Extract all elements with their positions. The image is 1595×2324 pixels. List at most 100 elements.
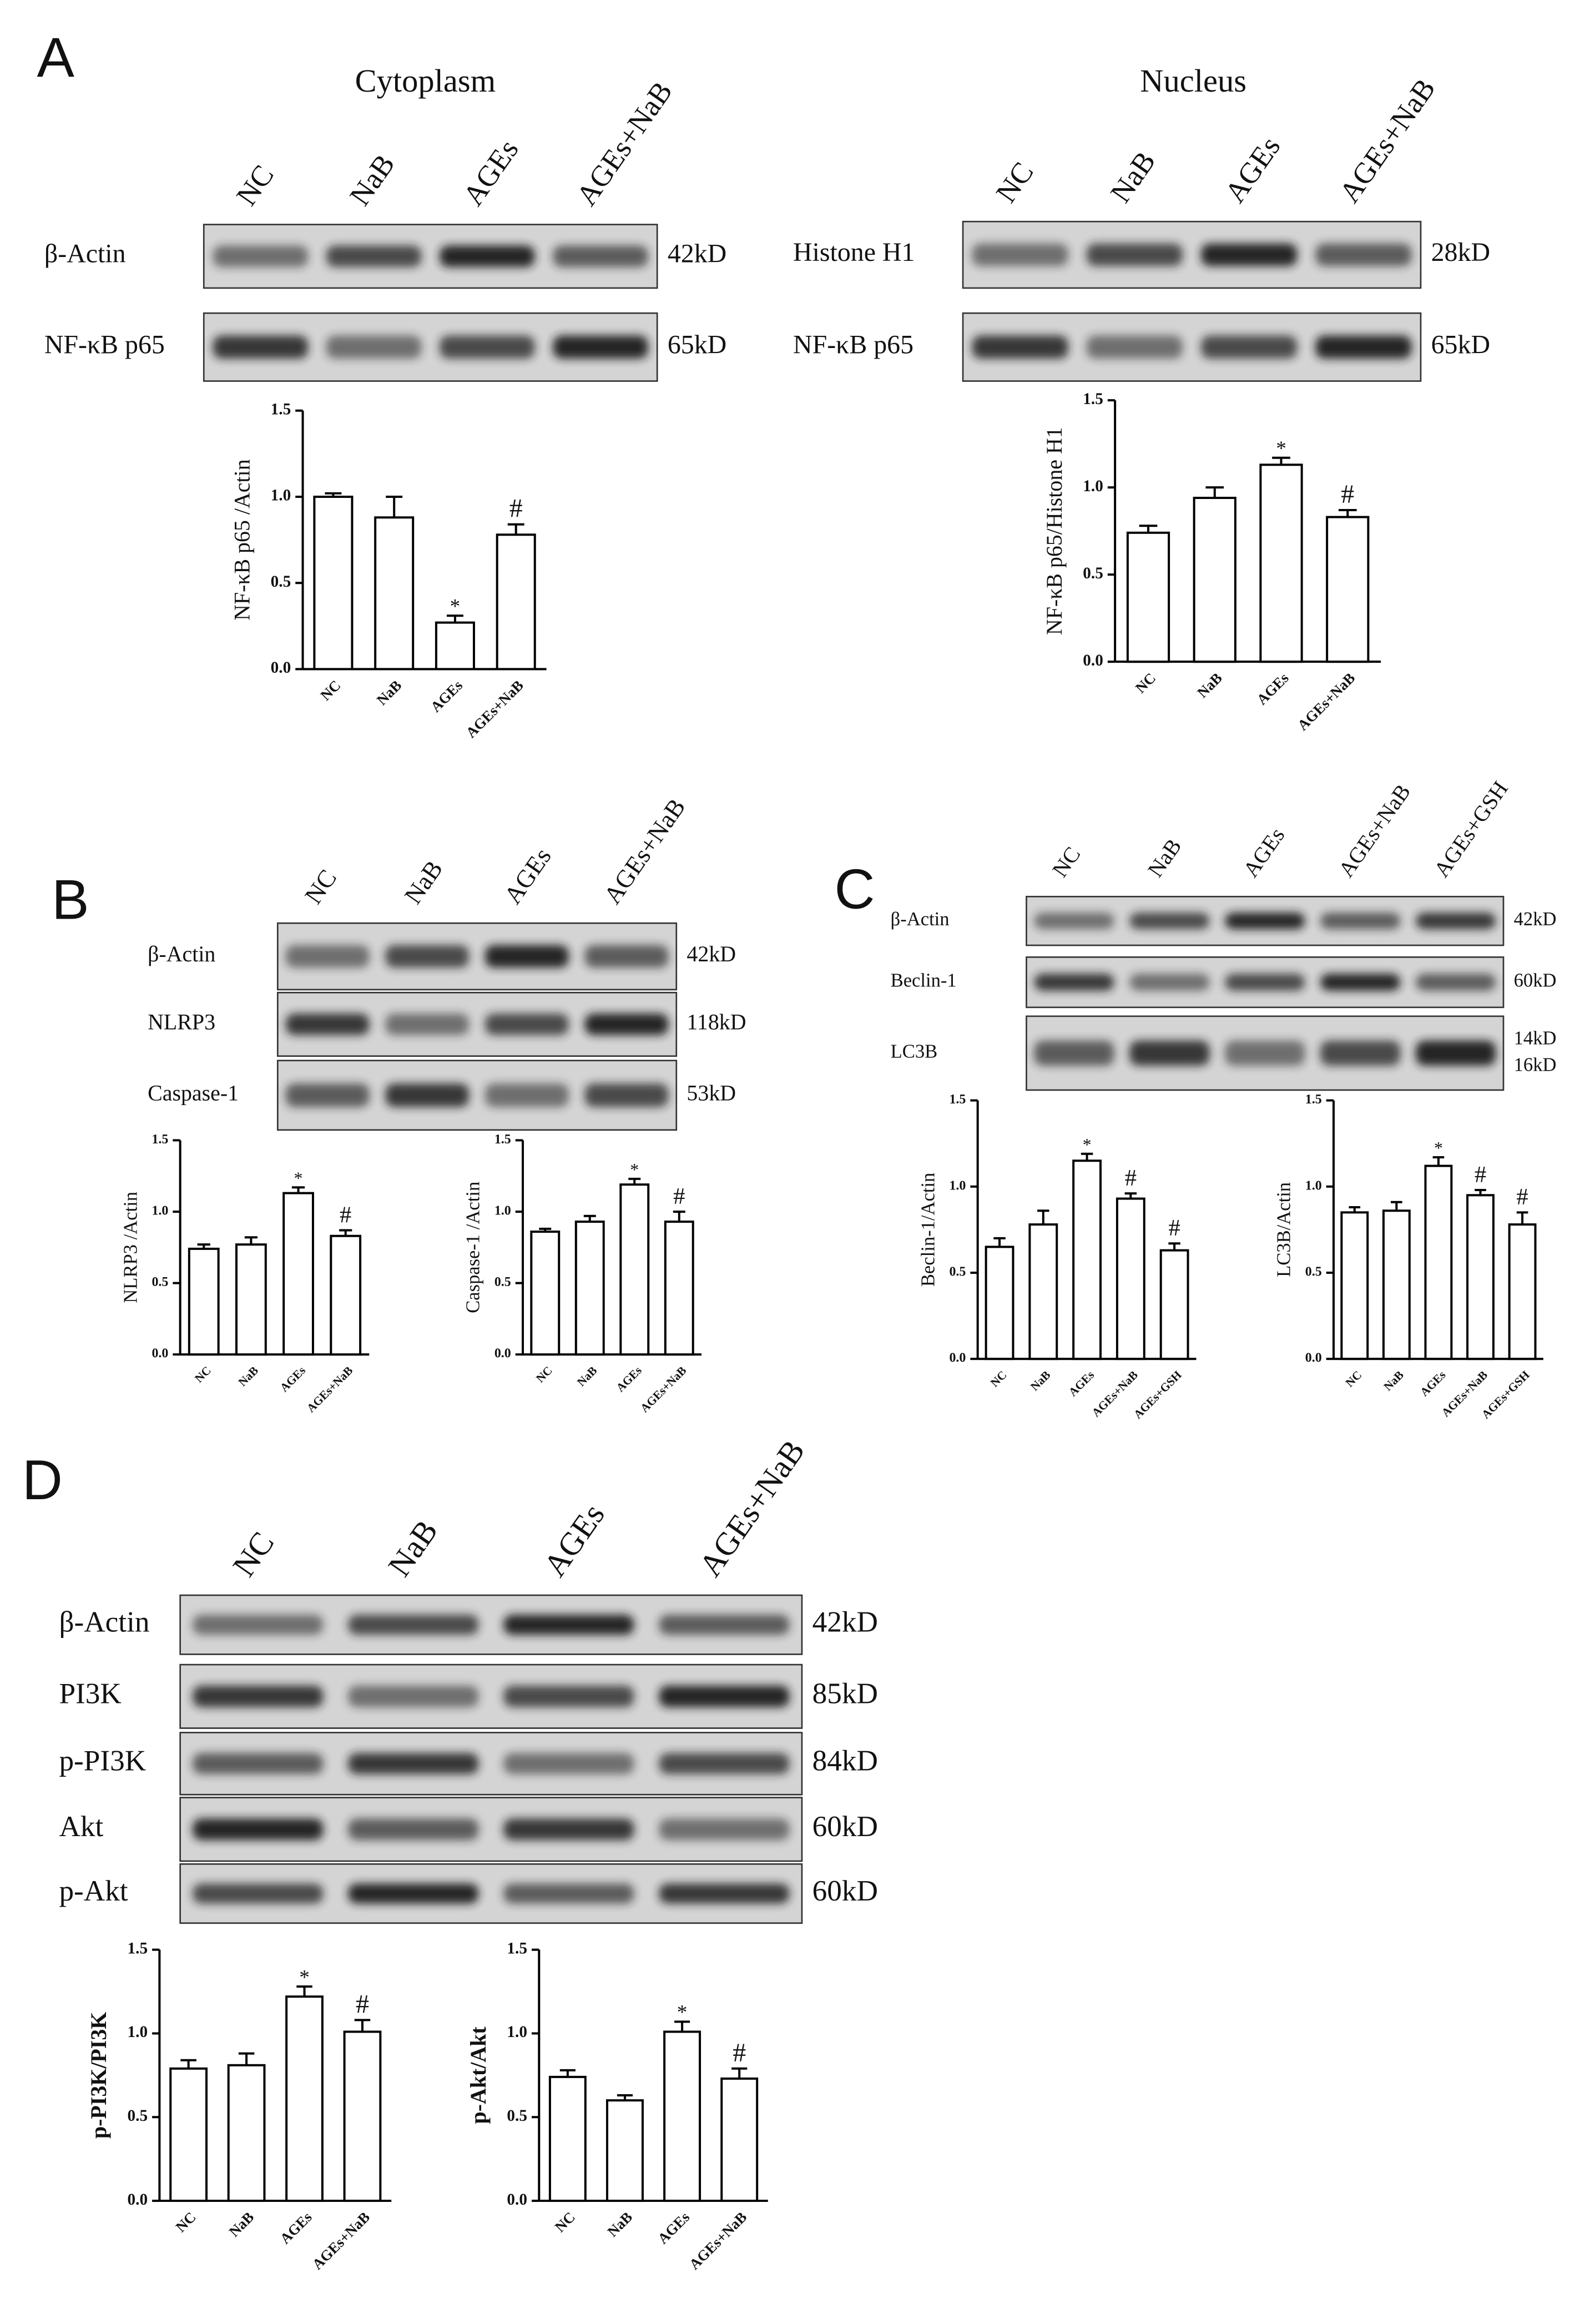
error-bar [583,1214,596,1222]
y-axis-label: p-Akt/Akt [466,2026,491,2124]
lane-label: NaB [1104,145,1162,209]
significance-mark: # [509,494,523,523]
bar [282,1192,314,1356]
y-tick-label: 1.0 [128,2023,148,2041]
size-label: 65kD [668,330,726,359]
x-tick-label: NC [172,2209,199,2235]
bar [574,1221,605,1356]
significance-mark: # [1168,1215,1180,1241]
band [553,245,648,268]
x-tick-label: NaB [1028,1368,1053,1393]
size-label: 60kD [812,1810,878,1843]
error-bar [507,523,524,535]
error-bar [673,1211,685,1222]
error-bar [1432,1156,1445,1166]
row-label: PI3K [59,1677,121,1710]
x-tick-label: NaB [1194,669,1225,701]
y-axis-label: LC3B/Actin [1274,1182,1295,1277]
y-tick-label: 0.0 [949,1351,966,1365]
bar [1072,1160,1102,1360]
y-tick-label: 1.5 [1083,390,1103,408]
row-label: β-Actin [891,909,950,930]
error-bar [1338,508,1357,517]
x-tick-label: NC [533,1364,555,1385]
row-label: Beclin-1 [891,970,957,991]
significance-mark: * [294,1168,303,1188]
y-tick-label: 0.0 [128,2191,148,2209]
significance-mark: * [1083,1135,1092,1155]
size-label: 16kD [1514,1054,1557,1075]
lane-label: NC [990,156,1040,208]
band [1225,913,1305,930]
error-bar [993,1237,1006,1247]
y-tick-label: 0.5 [1083,564,1103,582]
y-axis-label: NF-κB p65 /Actin [229,459,254,621]
bar [619,1183,650,1356]
band [326,335,422,359]
lane-label: AGEs+NaB [1333,73,1442,209]
x-tick-label: NaB [1381,1368,1406,1393]
lane-label: AGEs+NaB [598,794,691,909]
bar [1466,1194,1495,1360]
band [385,945,470,968]
x-tick-label: AGEs+NaB [638,1364,689,1415]
bar [1424,1164,1453,1360]
error-bar [1139,525,1158,533]
band [659,1818,790,1841]
bar [1382,1209,1411,1360]
band [972,243,1068,266]
significance-mark: # [340,1202,351,1228]
lane-label: NC [299,864,342,909]
bar [664,1221,694,1356]
band [1201,335,1298,359]
bar [188,1247,220,1356]
lane-label: NaB [399,855,448,909]
x-tick-label: AGEs+NaB [309,2209,373,2273]
y-tick-label: 0.0 [152,1347,168,1361]
error-bar [1037,1209,1049,1225]
bar [720,2077,759,2202]
error-bar [291,1186,305,1193]
band [659,1615,790,1635]
row-label: Akt [59,1810,103,1843]
blot-title: Cytoplasm [355,63,496,99]
band [1415,974,1496,991]
lane-label: AGEs+NaB [570,75,679,211]
significance-mark: # [1341,480,1354,509]
error-bar [244,1236,258,1245]
y-tick-label: 1.0 [152,1204,168,1218]
lane-label: AGEs [1238,823,1290,882]
bar [496,533,536,671]
row-label: Caspase-1 [148,1080,239,1105]
band [326,245,422,268]
y-tick-label: 1.5 [507,1939,527,1957]
band [659,1685,790,1707]
x-tick-label: AGEs [277,1364,308,1394]
error-bar [1391,1201,1402,1211]
y-tick-label: 1.5 [949,1092,966,1107]
y-tick-label: 0.0 [1305,1351,1322,1365]
band [484,945,569,968]
error-bar [325,492,342,497]
error-bar [617,2094,633,2101]
band [584,1014,669,1035]
error-bar [674,2020,690,2032]
error-bar [1205,486,1224,498]
x-tick-label: AGEs+NaB [1294,669,1359,734]
band [348,1685,479,1707]
significance-mark: # [673,1183,685,1209]
y-axis-label: Caspase-1 /Actin [463,1182,484,1313]
y-tick-label: 1.5 [152,1132,168,1147]
band [1201,243,1298,266]
bar [985,1246,1014,1360]
row-label: NLRP3 [148,1010,215,1035]
size-label: 65kD [1431,330,1490,359]
lane-label: AGEs [498,843,556,909]
y-tick-label: 0.5 [494,1275,511,1289]
error-bar [446,614,463,623]
error-bar [339,1229,352,1236]
lane-label: NC [230,159,280,211]
lane-label: NC [1047,842,1086,881]
band [503,1685,634,1707]
band [1129,1040,1210,1066]
